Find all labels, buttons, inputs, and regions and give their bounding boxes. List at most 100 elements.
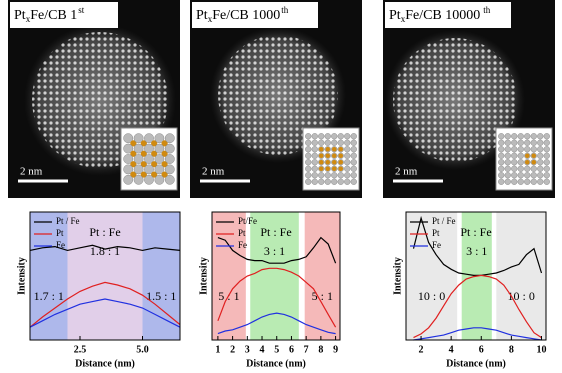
inset-atom bbox=[544, 146, 550, 152]
label-name: Pt bbox=[14, 8, 26, 23]
inset-atom bbox=[544, 140, 550, 146]
inset-pt bbox=[338, 153, 343, 158]
inset-pt bbox=[531, 153, 536, 158]
inset-atom bbox=[511, 159, 517, 165]
inset-atom bbox=[312, 172, 318, 178]
inset-atom bbox=[338, 140, 344, 146]
inset-pt bbox=[319, 166, 324, 171]
inset-box bbox=[303, 128, 359, 190]
inset-pt bbox=[325, 166, 330, 171]
inset-atom bbox=[144, 175, 153, 184]
inset-atom bbox=[312, 133, 318, 139]
inset-pt bbox=[332, 153, 337, 158]
inset-atom bbox=[312, 166, 318, 172]
inset-atom bbox=[505, 166, 511, 172]
ratio-title: Pt : Fe bbox=[460, 225, 491, 239]
x-tick-label: 9 bbox=[333, 344, 338, 355]
inset-atom bbox=[511, 166, 517, 172]
legend-label: Fe bbox=[56, 240, 65, 250]
x-tick-label: 6 bbox=[479, 344, 484, 355]
inset-atom bbox=[505, 146, 511, 152]
inset-atom bbox=[544, 166, 550, 172]
inset-atom bbox=[498, 133, 504, 139]
inset-atom bbox=[524, 166, 530, 172]
inset-atom bbox=[498, 172, 504, 178]
inset-atom bbox=[325, 172, 331, 178]
inset-atom bbox=[331, 179, 337, 185]
inset-atom bbox=[518, 166, 524, 172]
inset-atom bbox=[155, 175, 164, 184]
inset-atom bbox=[312, 146, 318, 152]
inset-atom bbox=[505, 159, 511, 165]
x-tick-label: 3 bbox=[245, 344, 250, 355]
legend-label: Pt bbox=[56, 228, 64, 238]
inset-atom bbox=[531, 179, 537, 185]
inset-pt bbox=[319, 160, 324, 165]
inset-atom bbox=[344, 153, 350, 159]
inset-atom bbox=[505, 133, 511, 139]
label-sup: st bbox=[78, 5, 85, 15]
inset-atom bbox=[518, 179, 524, 185]
label-name: Pt bbox=[196, 8, 208, 23]
inset-atom bbox=[537, 159, 543, 165]
inset-atom bbox=[344, 146, 350, 152]
inset-atom bbox=[537, 153, 543, 159]
region bbox=[305, 212, 340, 340]
inset-atom bbox=[498, 159, 504, 165]
inset-atom bbox=[165, 154, 174, 163]
image-label: PtxFe/CB 1st bbox=[14, 5, 85, 24]
inset-atom bbox=[524, 146, 530, 152]
inset-atom bbox=[524, 179, 530, 185]
inset-atom bbox=[165, 144, 174, 153]
inset-atom bbox=[344, 166, 350, 172]
inset-atom bbox=[305, 133, 311, 139]
x-tick-label: 2.5 bbox=[74, 344, 87, 355]
inset-atom bbox=[524, 172, 530, 178]
inset-atom bbox=[338, 133, 344, 139]
inset-atom bbox=[318, 133, 324, 139]
x-tick-label: 5 bbox=[274, 344, 279, 355]
inset-atom bbox=[312, 159, 318, 165]
inset-pt bbox=[325, 147, 330, 152]
inset-atom bbox=[318, 172, 324, 178]
inset-atom bbox=[134, 175, 143, 184]
inset-atom bbox=[518, 153, 524, 159]
inset-atom bbox=[305, 179, 311, 185]
scale-label: 2 nm bbox=[20, 166, 43, 178]
inset-atom bbox=[505, 140, 511, 146]
inset-atom bbox=[351, 159, 357, 165]
region bbox=[143, 212, 181, 340]
inset-atom bbox=[124, 175, 133, 184]
scale-label: 2 nm bbox=[202, 166, 225, 178]
inset-atom bbox=[351, 133, 357, 139]
inset-pt bbox=[338, 160, 343, 165]
x-tick-label: 8 bbox=[318, 344, 323, 355]
inset-atom bbox=[511, 172, 517, 178]
inset-atom bbox=[544, 179, 550, 185]
inset-pt bbox=[525, 153, 530, 158]
inset-atom bbox=[305, 159, 311, 165]
inset-pt bbox=[319, 153, 324, 158]
inset-atom bbox=[318, 140, 324, 146]
ratio-title: Pt : Fe bbox=[89, 225, 120, 239]
inset-atom bbox=[331, 133, 337, 139]
legend-label: Pt/Fe bbox=[238, 216, 257, 226]
inset-atom bbox=[505, 179, 511, 185]
x-tick-label: 1 bbox=[215, 344, 220, 355]
inset-atom bbox=[325, 140, 331, 146]
inset-atom bbox=[331, 140, 337, 146]
inset-atom bbox=[544, 153, 550, 159]
inset-pt bbox=[531, 160, 536, 165]
inset-atom bbox=[305, 153, 311, 159]
x-tick-label: 2 bbox=[230, 344, 235, 355]
inset-pt bbox=[338, 147, 343, 152]
y-axis-label: Intensity bbox=[392, 257, 403, 295]
region-label: 10 : 0 bbox=[418, 289, 445, 303]
inset-atom bbox=[505, 172, 511, 178]
inset-atom bbox=[498, 153, 504, 159]
x-tick-label: 8 bbox=[509, 344, 514, 355]
inset-atom bbox=[325, 133, 331, 139]
scale-label: 2 nm bbox=[395, 166, 418, 178]
ratio-title: Pt : Fe bbox=[260, 225, 291, 239]
inset-atom bbox=[312, 140, 318, 146]
